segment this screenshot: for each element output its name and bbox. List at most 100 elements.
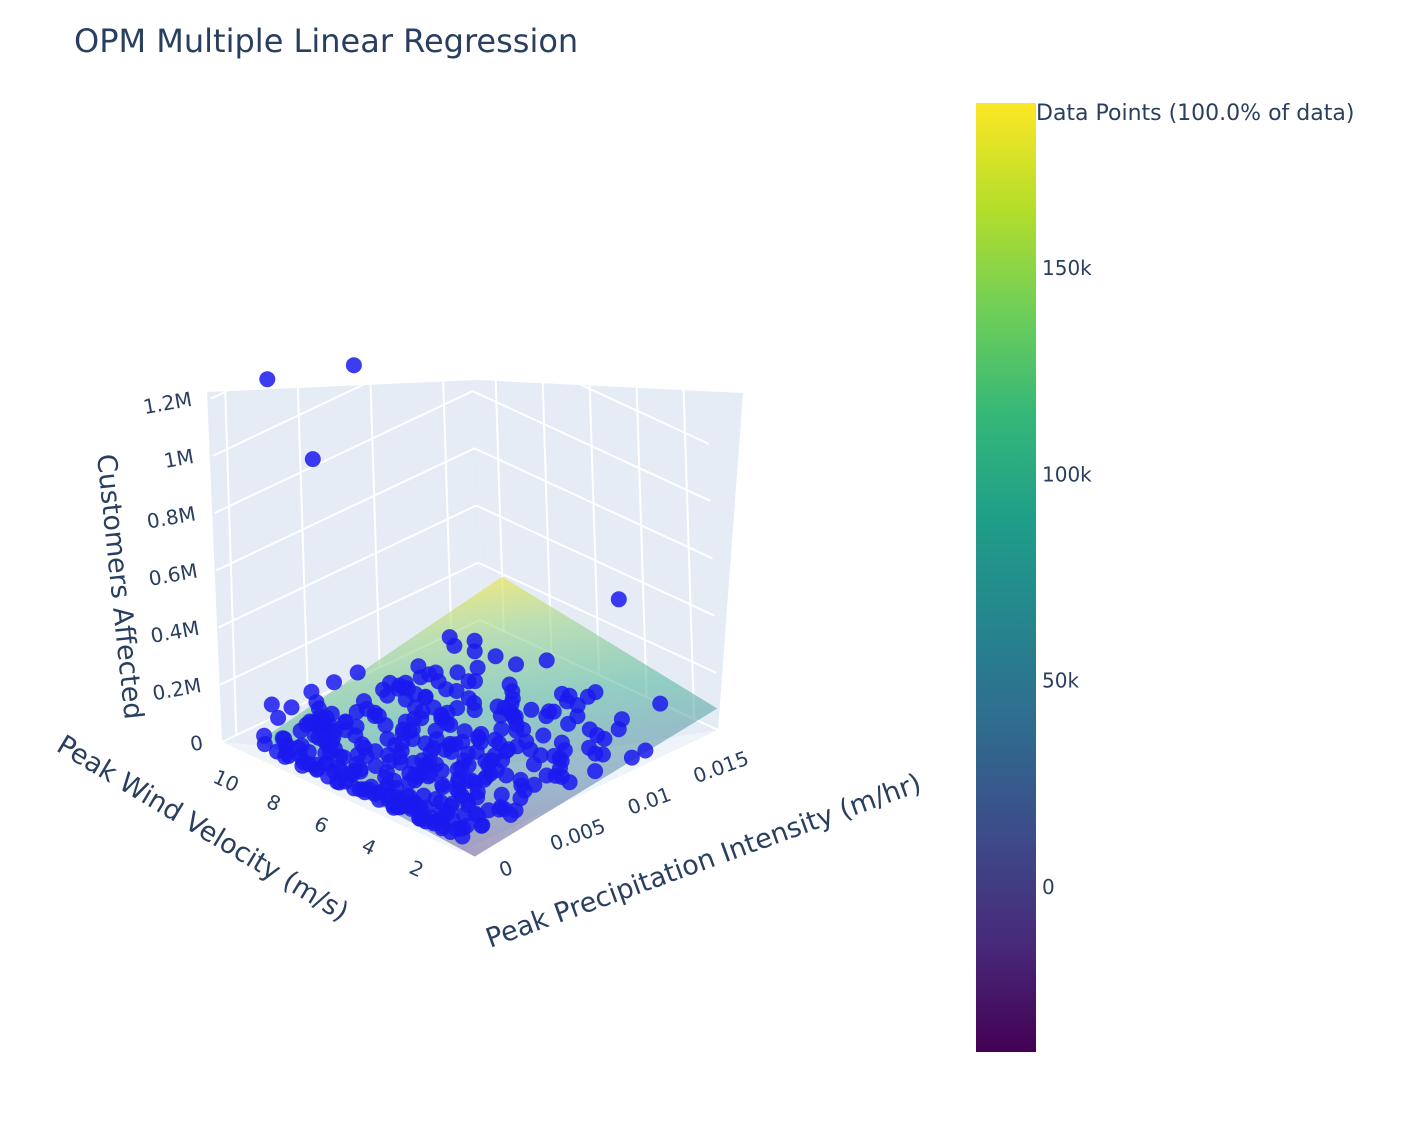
data-point [468,743,485,760]
data-point [487,648,504,665]
x-gridline [366,295,381,668]
data-point [385,799,402,816]
data-point [417,688,434,705]
y-gridline [538,280,553,654]
colorbar [976,103,1036,1052]
data-point [466,695,483,711]
data-point [512,771,529,788]
data-point [515,721,532,738]
data-point [587,763,604,780]
z-tick-label: 1M [162,444,196,473]
data-point [256,736,273,753]
data-point [493,786,510,803]
data-point [400,798,417,814]
y-tick-label: 4 [358,833,380,860]
colorbar-tick-label: 150k [1042,256,1092,280]
data-point [307,756,324,773]
y-tick-label: 6 [311,811,333,838]
x-tick-label: 0 [496,855,516,882]
data-point [369,784,386,801]
data-point [523,701,540,718]
data-point [467,805,484,822]
data-point [345,357,362,374]
z-tick-label: 0.4M [149,616,201,648]
data-point [652,695,669,712]
data-point [348,704,365,720]
data-point [469,659,486,676]
data-point [432,794,449,811]
data-point [438,715,455,732]
data-point [610,591,627,608]
data-points [256,357,669,845]
data-point [473,817,490,834]
data-point [463,772,479,789]
data-point [448,683,465,699]
colorbar-tick-label: 0 [1042,875,1055,899]
x-tick-label: 0.015 [690,746,752,788]
z-tick-label: 1.2M [141,387,193,419]
data-point [434,820,451,837]
data-point [493,721,510,738]
data-point [569,697,586,714]
data-point [637,742,654,759]
z-axis-title: Customers Affected [90,452,149,720]
y-gridline [586,302,600,676]
data-point [259,371,276,388]
data-point [561,774,578,791]
z-axis-ticks: 0 0.2M 0.4M 0.6M 0.8M 1M 1.2M [141,387,205,756]
data-point [290,739,307,756]
z-gridline [210,275,708,400]
data-point [454,828,471,845]
data-point [263,696,280,713]
z-tick-label: 0.2M [151,673,203,705]
data-point [547,767,564,784]
data-point [589,727,606,744]
data-point [277,748,294,765]
data-point [482,765,499,782]
data-point [508,656,524,673]
data-point [587,684,604,701]
data-point [415,787,432,804]
data-point [546,747,563,764]
data-point [473,726,490,742]
y-tick-label: 2 [406,855,428,882]
data-point [454,733,471,750]
x-tick-label: 0.005 [547,814,609,856]
data-point [467,673,483,690]
data-point [316,733,333,750]
data-point [401,774,418,791]
data-point [434,779,451,795]
data-point [337,713,354,730]
colorbar-tick-label: 100k [1042,462,1092,486]
z-tick-label: 0.6M [147,559,199,591]
data-point [377,769,394,786]
data-point [449,664,466,681]
data-point [292,722,309,739]
y-tick-label: 10 [210,765,243,798]
x-tick-label: 0.01 [624,782,674,820]
data-point [538,652,555,669]
data-point [320,768,337,785]
colorbar-tick-label: 50k [1042,669,1079,693]
data-point [270,709,287,726]
colorbar-ticks: 0 50k 100k 150k [1042,256,1092,899]
z-tick-label: 0 [188,730,205,756]
data-point [394,734,411,751]
data-point [535,727,552,744]
data-point [391,677,408,694]
data-point [380,747,397,763]
data-point [512,790,529,807]
data-point [358,748,375,764]
y-gridline [633,324,648,698]
z-tick-label: 0.8M [145,501,197,533]
data-point [395,721,412,738]
data-point [379,730,396,747]
data-point [469,783,486,800]
y-gridline [681,346,696,720]
x-gridline [438,261,453,634]
data-point [349,664,366,681]
data-point [425,740,442,757]
x-gridline [295,329,309,702]
